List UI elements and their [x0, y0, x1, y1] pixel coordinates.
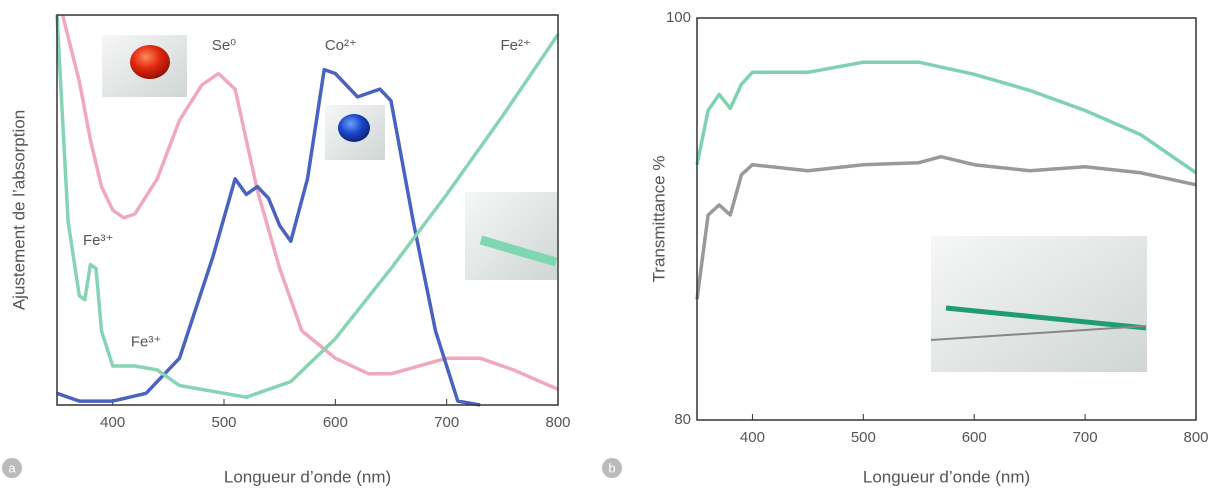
- x-axis-label: Longueur d’onde (nm): [863, 467, 1030, 486]
- blue-glass-drop: [338, 114, 370, 142]
- green-glass-photo: [465, 192, 557, 280]
- series-line: [55, 14, 560, 399]
- panel-label: a: [8, 460, 16, 475]
- x-tick-label: 500: [851, 429, 876, 446]
- x-tick-label: 400: [740, 429, 765, 446]
- x-tick-label: 500: [211, 414, 236, 431]
- plot-frame: [696, 17, 1197, 421]
- x-tick-label: 800: [1183, 429, 1208, 446]
- green-sheet-edge: [945, 305, 1147, 331]
- panel-label: b: [608, 460, 615, 475]
- x-tick-label: 800: [545, 414, 570, 431]
- plot-frame: [56, 14, 559, 406]
- panel-badge: [2, 458, 22, 478]
- x-tick-label: 600: [323, 414, 348, 431]
- inset-photos: [102, 35, 1147, 372]
- y-tick-label: 100: [666, 9, 691, 26]
- annotation: Fe³⁺: [83, 232, 113, 249]
- y-axis-label: Ajustement de l’absorption: [9, 110, 28, 310]
- glass-sheets-photo: [931, 236, 1147, 372]
- panel-badge: [602, 458, 622, 478]
- series-line: [695, 154, 1197, 300]
- annotation: Fe²⁺: [500, 37, 530, 54]
- annotation: Se⁰: [212, 37, 236, 54]
- series-line: [695, 60, 1197, 175]
- y-axis-label: Transmittance %: [649, 156, 668, 283]
- x-tick-label: 400: [100, 414, 125, 431]
- series-line: [60, 14, 559, 392]
- y-tick-label: 80: [674, 411, 691, 428]
- x-tick-label: 600: [962, 429, 987, 446]
- x-axis-label: Longueur d’onde (nm): [224, 467, 391, 486]
- gray-sheet-edge: [930, 325, 1147, 341]
- x-tick-label: 700: [1073, 429, 1098, 446]
- x-tick-label: 700: [434, 414, 459, 431]
- annotation: Co²⁺: [325, 37, 357, 54]
- green-glass-edge: [479, 235, 558, 267]
- annotation: Fe³⁺: [131, 334, 161, 351]
- red-glass-drop: [130, 45, 170, 79]
